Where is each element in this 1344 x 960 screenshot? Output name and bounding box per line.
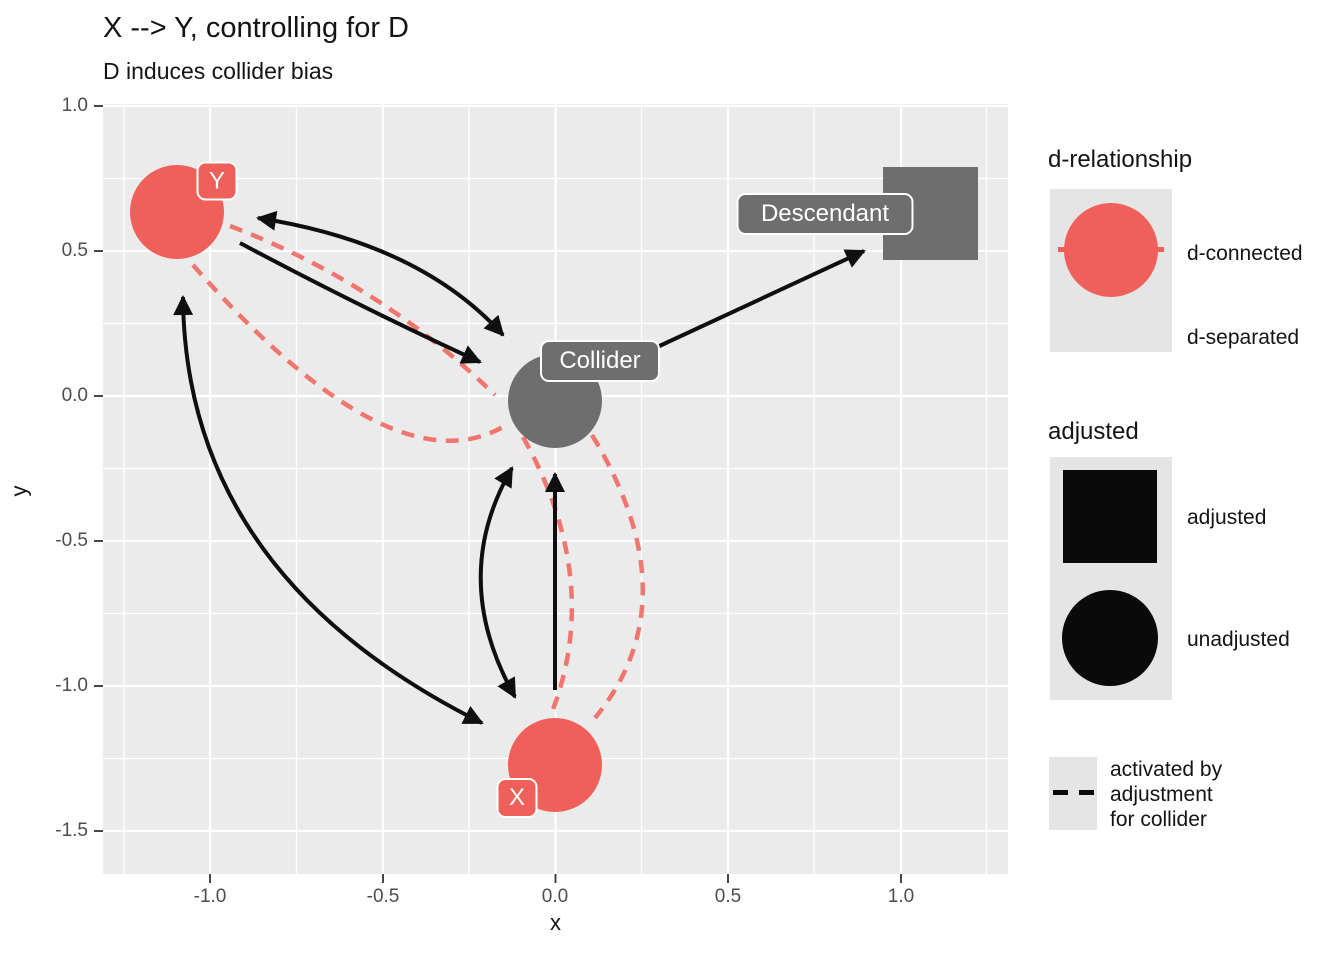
activated-edge-collider-x-left bbox=[521, 435, 575, 713]
legend-label-activated-line1: activated by bbox=[1110, 758, 1223, 781]
node-label-descendant: Descendant bbox=[736, 193, 914, 235]
legend-label-unadjusted: unadjusted bbox=[1187, 628, 1290, 651]
dashed-line-key-icon bbox=[1053, 790, 1068, 795]
legend-key-d-relationship bbox=[1050, 189, 1172, 352]
legend-label-activated-line3: for collider bbox=[1110, 808, 1207, 831]
node-label-x: X bbox=[496, 778, 538, 818]
dashed-line-key-icon bbox=[1079, 790, 1094, 795]
x-tick-label: -0.5 bbox=[366, 886, 400, 907]
axis-tick-marks bbox=[94, 105, 902, 883]
y-tick-label: 1.0 bbox=[61, 95, 88, 116]
adjusted-key-icon bbox=[1063, 470, 1157, 563]
d-connected-key-icon bbox=[1064, 203, 1158, 297]
edge-x-y-arc bbox=[173, 295, 484, 725]
node-label-collider: Collider bbox=[540, 340, 660, 382]
legend-title-adjusted: adjusted bbox=[1048, 418, 1139, 445]
edge-y-collider-straight bbox=[239, 241, 482, 364]
x-tick-label: 0.5 bbox=[714, 886, 742, 907]
y-tick-label: 0.0 bbox=[61, 385, 88, 406]
x-tick-label: 0.0 bbox=[541, 886, 569, 907]
y-tick-label: -1.0 bbox=[55, 675, 88, 696]
plot-title: X --> Y, controlling for D bbox=[103, 12, 409, 44]
y-tick-label: 0.5 bbox=[61, 240, 88, 261]
node-label-y: Y bbox=[196, 161, 238, 201]
legend-label-activated-line2: adjustment bbox=[1110, 783, 1213, 806]
legend-key-adjusted bbox=[1050, 457, 1172, 700]
dag-edges bbox=[173, 210, 866, 725]
legend-label-d-separated: d-separated bbox=[1187, 326, 1300, 349]
legend-title-d-relationship: d-relationship bbox=[1048, 146, 1193, 173]
y-tick-label: -1.5 bbox=[55, 820, 88, 841]
x-tick-label: -1.0 bbox=[193, 886, 227, 907]
legend-key-activated bbox=[1049, 757, 1097, 830]
edge-x-collider-arc bbox=[478, 466, 517, 699]
edge-y-collider-arc bbox=[256, 210, 505, 337]
legend-label-d-connected: d-connected bbox=[1187, 242, 1303, 265]
y-tick-label: -0.5 bbox=[55, 530, 88, 551]
x-tick-label: 1.0 bbox=[887, 886, 915, 907]
activated-edge-collider-x-right bbox=[590, 433, 645, 720]
legend-label-activated: activated by adjustment for collider bbox=[1110, 757, 1222, 832]
edge-collider-descendant bbox=[639, 249, 866, 357]
x-axis-title: x bbox=[550, 910, 561, 935]
legend-label-adjusted: adjusted bbox=[1187, 506, 1267, 529]
y-axis-title: y bbox=[6, 485, 32, 497]
plot-subtitle: D induces collider bias bbox=[103, 58, 334, 84]
unadjusted-key-icon bbox=[1062, 590, 1158, 686]
